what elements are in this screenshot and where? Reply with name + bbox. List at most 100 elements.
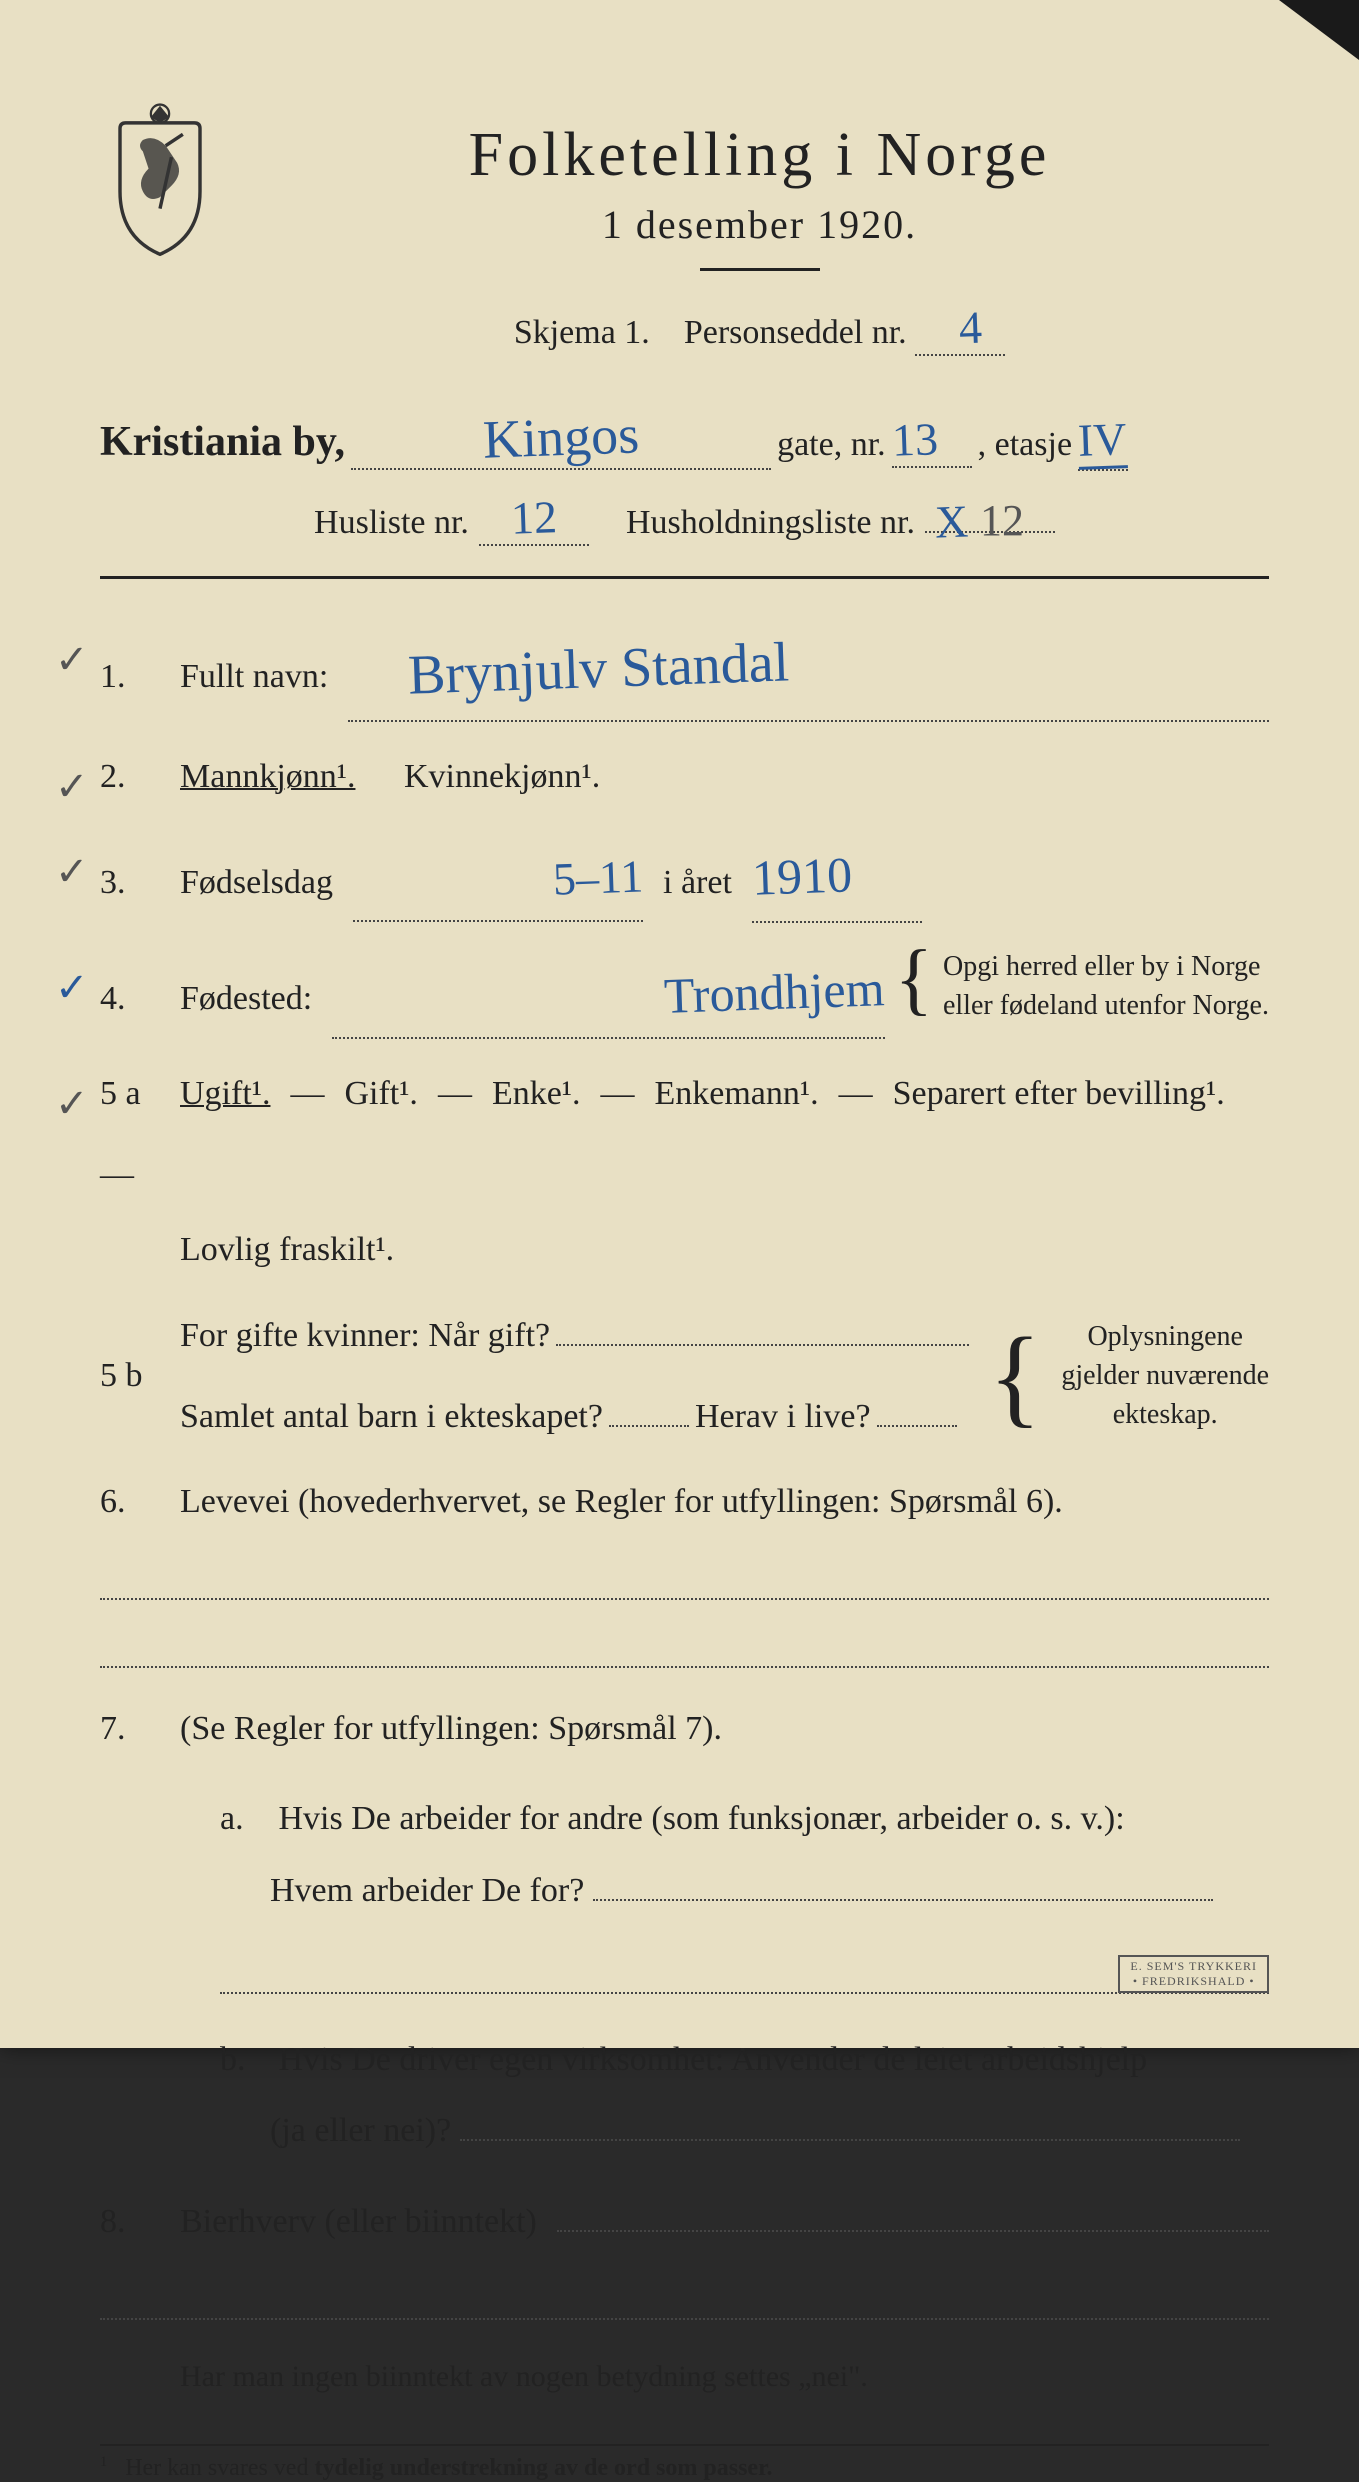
q8-answer-line <box>100 2282 1269 2320</box>
birth-year-value: 1910 <box>750 829 853 922</box>
q8-note-text: Har man ingen biinntekt av nogen betydni… <box>180 2350 868 2404</box>
question-5b: 5 b For gifte kvinner: Når gift? Samlet … <box>100 1305 1269 1447</box>
q7a-letter: a. <box>220 1783 270 1854</box>
question-7b: b. Hvis De driver egen virksomhet: Anven… <box>220 2024 1269 2167</box>
q3-number: 3. <box>100 852 160 913</box>
q4-side-note: Opgi herred eller by i Norge eller fødel… <box>943 947 1269 1025</box>
personseddel-value: 4 <box>958 301 983 355</box>
q6-text: Levevei (hovederhvervet, se Regler for u… <box>180 1471 1063 1532</box>
q4-note-line1: Opgi herred eller by i Norge <box>943 951 1261 982</box>
q4-number: 4. <box>100 968 160 1029</box>
q8-number: 8. <box>100 2191 160 2252</box>
question-7a: a. Hvis De arbeider for andre (som funks… <box>220 1783 1269 1926</box>
q5a-number: 5 a <box>100 1063 160 1124</box>
q5a-ugift: Ugift¹. <box>180 1063 270 1124</box>
q7a-answer-line <box>220 1956 1269 1994</box>
q8-label: Bierhverv (eller biinntekt) <box>180 2191 537 2252</box>
skjema-label: Skjema 1. <box>514 314 650 351</box>
q4-label: Fødested: <box>180 968 312 1029</box>
form-number-line: Skjema 1. Personseddel nr. 4 <box>250 301 1269 356</box>
check-mark-icon: ✓ <box>55 836 89 908</box>
personseddel-label: Personseddel nr. <box>684 314 907 351</box>
main-title: Folketelling i Norge <box>250 120 1269 191</box>
printer-stamp: E. SEM'S TRYKKERI • FREDRIKSHALD • <box>1118 1955 1269 1993</box>
section-divider <box>100 576 1269 579</box>
etasje-value: IV <box>1077 412 1127 470</box>
husholdning-value: 12 <box>980 495 1024 546</box>
q7b-text1: Hvis De driver egen virksomhet: Anvender… <box>279 2041 1148 2078</box>
question-2: ✓ 2. Mannkjønn¹. Kvinnekjønn¹. <box>100 746 1269 807</box>
question-4: ✓ 4. Fødested: Trondhjem { Opgi herred e… <box>100 947 1269 1039</box>
q6-answer-line-2 <box>100 1630 1269 1668</box>
q5a-gift: Gift¹. <box>344 1063 417 1124</box>
printer-line2: • FREDRIKSHALD • <box>1133 1974 1255 1988</box>
check-mark-icon: ✓ <box>55 952 89 1024</box>
coat-of-arms-icon <box>100 100 220 260</box>
q6-answer-line-1 <box>100 1562 1269 1600</box>
husliste-label: Husliste nr. <box>314 504 469 542</box>
q4-note-line2: eller fødeland utenfor Norge. <box>943 990 1269 1021</box>
brace-icon: { <box>989 1332 1042 1420</box>
subtitle-date: 1 desember 1920. <box>250 201 1269 248</box>
question-5a-cont: Lovlig fraskilt¹. <box>180 1219 1269 1280</box>
question-5a: ✓ 5 a Ugift¹. — Gift¹. — Enke¹. — Enkema… <box>100 1063 1269 1205</box>
q5b-number: 5 b <box>100 1345 160 1406</box>
title-divider <box>700 268 820 271</box>
check-mark-icon: ✓ <box>55 751 89 823</box>
q3-year-label: i året <box>663 852 732 913</box>
q5a-separert: Separert efter bevilling¹. <box>893 1063 1225 1124</box>
husliste-value: 12 <box>510 490 558 545</box>
q7-intro: (Se Regler for utfyllingen: Spørsmål 7). <box>180 1698 722 1759</box>
check-mark-icon: ✓ <box>55 624 89 696</box>
address-block: Kristiania by, Kingos gate, nr. 13 , eta… <box>100 406 1269 546</box>
q1-label: Fullt navn: <box>180 646 328 707</box>
q6-number: 6. <box>100 1471 160 1532</box>
census-form-page: Folketelling i Norge 1 desember 1920. Sk… <box>0 0 1359 2048</box>
q2-male: Mannkjønn¹. <box>180 746 355 807</box>
q7-number: 7. <box>100 1698 160 1759</box>
title-block: Folketelling i Norge 1 desember 1920. Sk… <box>250 100 1269 386</box>
etasje-label: , etasje <box>978 426 1072 464</box>
q5b-side-note: Oplysningene gjelder nuværende ekteskap. <box>1061 1317 1269 1435</box>
q1-number: 1. <box>100 646 160 707</box>
question-8: 8. Bierhverv (eller biinntekt) <box>100 2191 1269 2252</box>
gate-label: gate, nr. <box>777 426 886 464</box>
birthplace-value: Trondhjem <box>663 943 886 1041</box>
husholdning-strike: X <box>934 494 969 548</box>
printer-line1: E. SEM'S TRYKKERI <box>1130 1959 1257 1973</box>
question-1: ✓ 1. Fullt navn: Brynjulv Standal <box>100 619 1269 722</box>
question-6: 6. Levevei (hovederhvervet, se Regler fo… <box>100 1471 1269 1532</box>
gate-number-value: 13 <box>891 412 939 467</box>
q5b-children-total: Samlet antal barn i ekteskapet? <box>180 1386 603 1447</box>
check-mark-icon: ✓ <box>55 1068 89 1140</box>
husholdning-label: Husholdningsliste nr. <box>626 504 915 542</box>
footnote: 1 Her kan svares ved tydelig understrekn… <box>100 2444 1269 2482</box>
page-corner-fold <box>1279 0 1359 60</box>
city-label: Kristiania by, <box>100 418 345 466</box>
q8-note: Har man ingen biinntekt av nogen betydni… <box>180 2350 1269 2404</box>
q5b-children-alive: Herav i live? <box>695 1386 871 1447</box>
q5b-note2: gjelder nuværende <box>1061 1360 1269 1391</box>
footnote-num: 1 <box>100 2454 107 2470</box>
header: Folketelling i Norge 1 desember 1920. Sk… <box>100 100 1269 386</box>
q7b-text2: (ja eller nei)? <box>270 2112 451 2149</box>
q7a-text1: Hvis De arbeider for andre (som funksjon… <box>279 1800 1125 1837</box>
q2-number: 2. <box>100 746 160 807</box>
q3-label: Fødselsdag <box>180 852 333 913</box>
q5b-note1: Oplysningene <box>1087 1321 1243 1352</box>
q7a-text2: Hvem arbeider De for? <box>270 1872 584 1909</box>
q5b-married-when: For gifte kvinner: Når gift? <box>180 1305 550 1366</box>
q2-female: Kvinnekjønn¹. <box>404 746 600 807</box>
footnote-text: Her kan svares ved tydelig understreknin… <box>125 2455 772 2481</box>
q5b-note3: ekteskap. <box>1113 1399 1218 1430</box>
street-value: Kingos <box>482 403 640 470</box>
q7b-letter: b. <box>220 2024 270 2095</box>
full-name-value: Brynjulv Standal <box>407 612 791 726</box>
q5a-fraskilt: Lovlig fraskilt¹. <box>180 1219 394 1280</box>
birth-day-value: 5–11 <box>551 835 644 921</box>
question-7: 7. (Se Regler for utfyllingen: Spørsmål … <box>100 1698 1269 1759</box>
brace-icon: { <box>895 947 933 1011</box>
q5a-enkemann: Enkemann¹. <box>655 1063 819 1124</box>
question-3: ✓ 3. Fødselsdag 5–11 i året 1910 <box>100 831 1269 923</box>
q5a-enke: Enke¹. <box>492 1063 581 1124</box>
